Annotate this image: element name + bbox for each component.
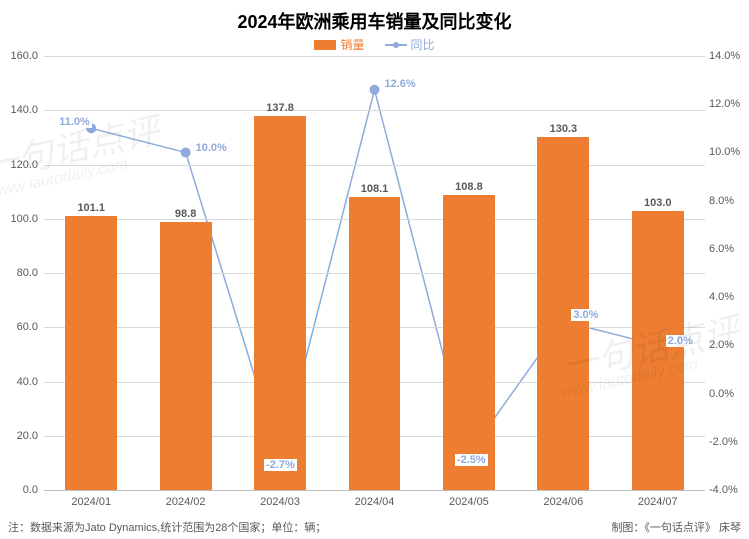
- gridline: [44, 110, 705, 111]
- y-axis-right-label: 0.0%: [709, 388, 745, 400]
- line-value-label: 11.0%: [57, 116, 92, 128]
- legend-swatch-bar: [314, 40, 336, 50]
- bar-value-label: 98.8: [175, 208, 196, 220]
- y-axis-right-label: -2.0%: [709, 436, 745, 448]
- line-value-label: 12.6%: [383, 78, 418, 90]
- y-axis-left-label: 80.0: [4, 267, 38, 279]
- x-axis-label: 2024/03: [260, 496, 300, 508]
- x-axis-label: 2024/01: [71, 496, 111, 508]
- y-axis-right-label: 2.0%: [709, 339, 745, 351]
- y-axis-right-label: 12.0%: [709, 98, 745, 110]
- legend-label-line: 同比: [411, 36, 435, 53]
- line-value-label: 3.0%: [571, 309, 600, 321]
- bar: [632, 211, 684, 490]
- y-axis-left-label: 160.0: [4, 50, 38, 62]
- bar-value-label: 108.1: [361, 183, 389, 195]
- legend-label-bar: 销量: [340, 36, 364, 53]
- bar-value-label: 108.8: [455, 181, 483, 193]
- x-axis-label: 2024/06: [543, 496, 583, 508]
- legend: 销量 同比: [0, 36, 749, 53]
- y-axis-right-label: 6.0%: [709, 243, 745, 255]
- bar: [349, 197, 401, 490]
- footer-note-left: 注：数据来源为Jato Dynamics,统计范围为28个国家；单位：辆；: [8, 519, 326, 535]
- x-axis-label: 2024/02: [166, 496, 206, 508]
- legend-item-bar: 销量: [314, 36, 364, 53]
- footer-note-right: 制图：《一句话点评》 床琴: [611, 519, 741, 535]
- y-axis-right-label: 10.0%: [709, 146, 745, 158]
- y-axis-left-label: 100.0: [4, 213, 38, 225]
- y-axis-right-label: -4.0%: [709, 484, 745, 496]
- gridline: [44, 56, 705, 57]
- line-value-label: -2.7%: [264, 459, 297, 471]
- legend-item-line: 同比: [385, 36, 435, 53]
- y-axis-left-label: 40.0: [4, 376, 38, 388]
- legend-swatch-line: [385, 44, 407, 46]
- bar: [65, 216, 117, 490]
- bar: [254, 116, 306, 490]
- gridline: [44, 165, 705, 166]
- line-value-label: -2.5%: [455, 454, 488, 466]
- line-value-label: 10.0%: [194, 142, 229, 154]
- y-axis-left-label: 60.0: [4, 321, 38, 333]
- bar-value-label: 101.1: [77, 202, 105, 214]
- bar-value-label: 130.3: [550, 123, 578, 135]
- y-axis-right-label: 4.0%: [709, 291, 745, 303]
- plot-area: 0.020.040.060.080.0100.0120.0140.0160.0-…: [44, 56, 705, 491]
- line-series-marker: [370, 85, 380, 95]
- bar-value-label: 103.0: [644, 197, 672, 209]
- line-series-marker: [181, 147, 191, 157]
- x-axis-label: 2024/05: [449, 496, 489, 508]
- y-axis-left-label: 0.0: [4, 484, 38, 496]
- bar: [160, 222, 212, 490]
- x-axis-label: 2024/07: [638, 496, 678, 508]
- chart-footer: 注：数据来源为Jato Dynamics,统计范围为28个国家；单位：辆； 制图…: [8, 519, 741, 535]
- bar: [443, 195, 495, 490]
- y-axis-left-label: 140.0: [4, 104, 38, 116]
- x-axis-label: 2024/04: [355, 496, 395, 508]
- chart-container: 2024年欧洲乘用车销量及同比变化 销量 同比 0.020.040.060.08…: [0, 0, 749, 539]
- y-axis-right-label: 8.0%: [709, 195, 745, 207]
- y-axis-right-label: 14.0%: [709, 50, 745, 62]
- chart-title: 2024年欧洲乘用车销量及同比变化: [0, 8, 749, 34]
- y-axis-left-label: 120.0: [4, 159, 38, 171]
- line-value-label: 2.0%: [666, 335, 695, 347]
- y-axis-left-label: 20.0: [4, 430, 38, 442]
- bar-value-label: 137.8: [266, 102, 294, 114]
